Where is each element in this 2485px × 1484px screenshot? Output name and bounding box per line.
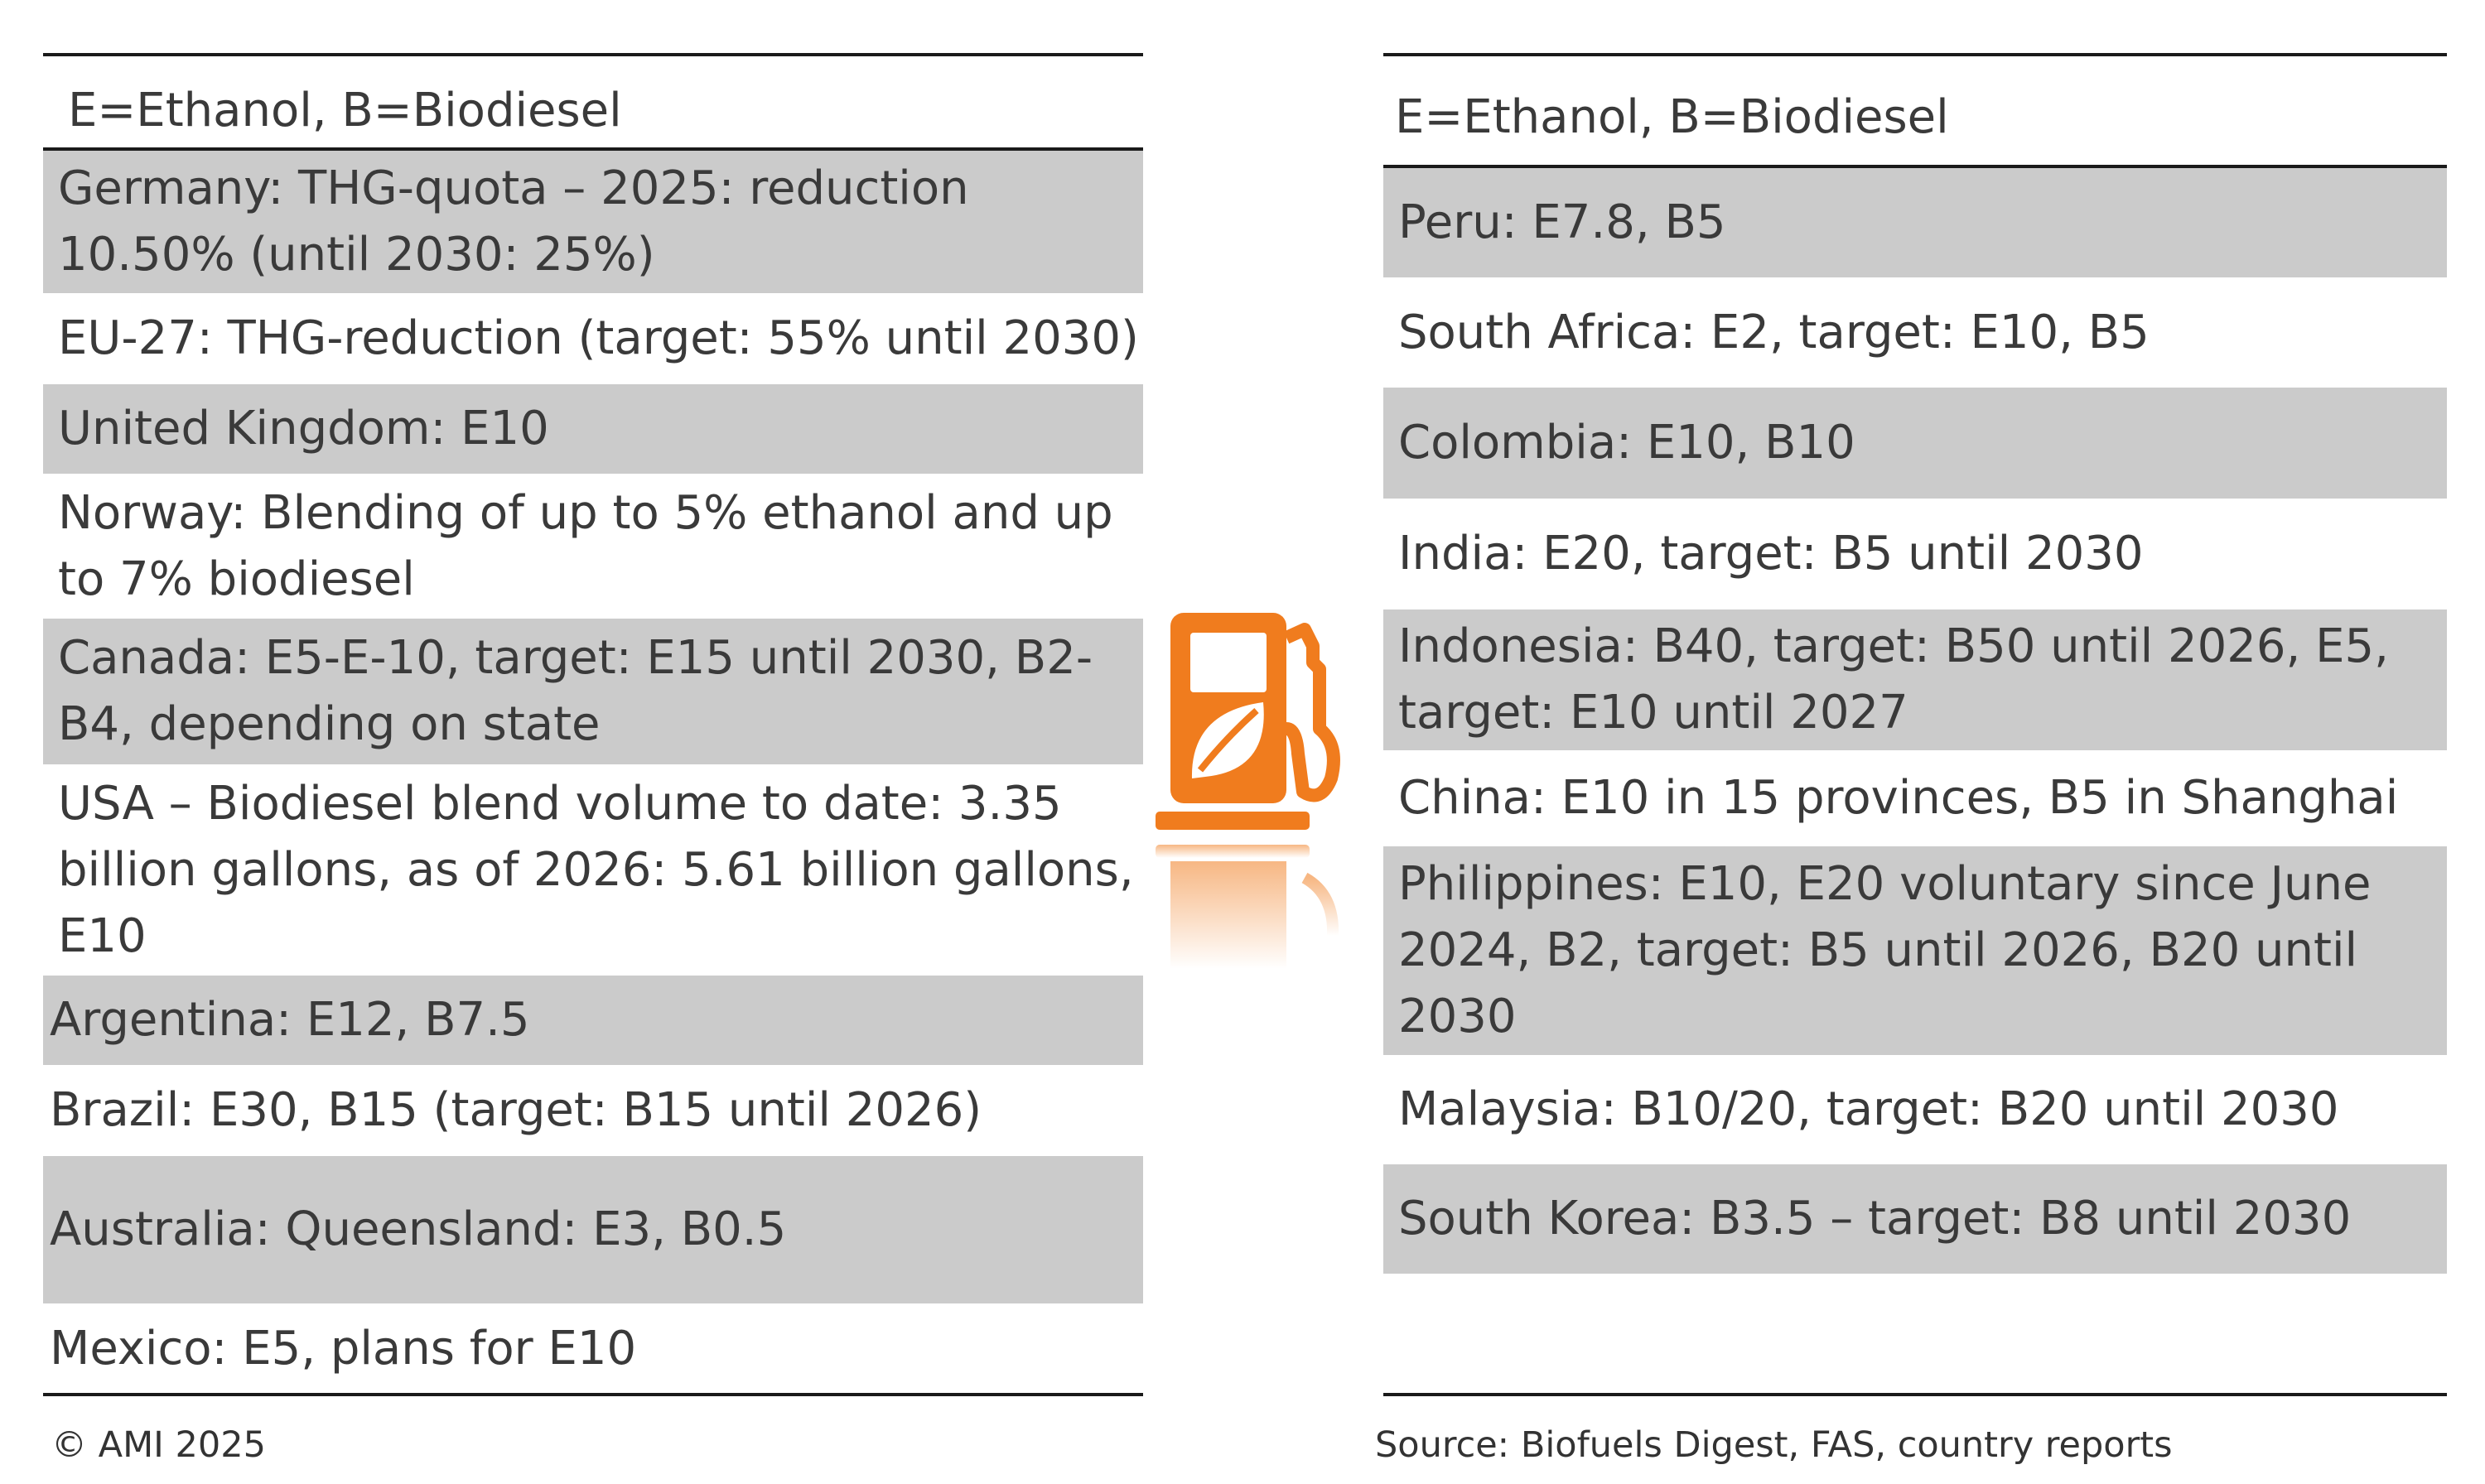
table-row-peru: Peru: E7.8, B5 [1383,168,2447,277]
table-row-india: India: E20, target: B5 until 2030 [1398,527,2144,581]
source-note: Source: Biofuels Digest, FAS, country re… [1375,1424,2173,1466]
table-row-china: China: E10 in 15 provinces, B5 in Shangh… [1398,771,2399,825]
right-blending-table: E=Ethanol, B=Biodiesel Peru: E7.8, B5 So… [1383,53,2447,1403]
table-row-south-korea: South Korea: B3.5 – target: B8 until 203… [1383,1164,2447,1274]
bottom-rule [43,1393,1143,1396]
table-row-norway: Norway: Blending of up to 5% ethanol and… [58,485,1113,606]
header-rule [43,147,1143,151]
table-row-argentina: Argentina: E12, B7.5 [43,976,1143,1065]
left-blending-table: E=Ethanol, B=Biodiesel Germany: THG-quot… [43,53,1143,1403]
table-row-south-africa: South Africa: E2, target: E10, B5 [1398,305,2150,359]
table-row-colombia: Colombia: E10, B10 [1383,388,2447,499]
table-row-philippines: Philippines: E10, E20 voluntary since Ju… [1383,846,2447,1055]
top-rule [1383,53,2447,56]
copyright-note: © AMI 2025 [51,1424,266,1466]
table-row-usa: USA – Biodiesel blend volume to date: 3.… [58,776,1134,963]
table-row-indonesia: Indonesia: B40, target: B50 until 2026, … [1383,610,2447,750]
bottom-rule [1383,1393,2447,1396]
fuel-pump-leaf-icon [1156,613,1340,969]
table-row-mexico: Mexico: E5, plans for E10 [50,1322,637,1376]
table-row-germany: Germany: THG-quota – 2025: reduction 10.… [43,151,1143,293]
table-row-canada: Canada: E5-E-10, target: E15 until 2030,… [43,619,1143,764]
table-header: E=Ethanol, B=Biodiesel [1395,90,1949,144]
table-row-malaysia: Malaysia: B10/20, target: B20 until 2030 [1398,1082,2339,1136]
top-rule [43,53,1143,56]
table-row-eu27: EU-27: THG-reduction (target: 55% until … [58,311,1139,365]
table-row-australia: Australia: Queensland: E3, B0.5 [43,1156,1143,1303]
header-rule [1383,165,2447,168]
table-row-brazil: Brazil: E30, B15 (target: B15 until 2026… [50,1083,982,1137]
table-row-uk: United Kingdom: E10 [43,384,1143,474]
table-header: E=Ethanol, B=Biodiesel [68,84,622,137]
